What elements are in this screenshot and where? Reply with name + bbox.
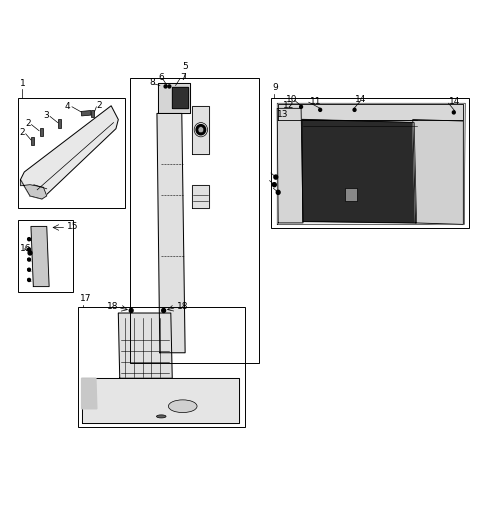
Circle shape — [28, 279, 31, 282]
Text: 5: 5 — [182, 62, 188, 71]
Circle shape — [319, 109, 322, 112]
Circle shape — [196, 124, 205, 135]
Circle shape — [164, 85, 167, 88]
Circle shape — [452, 111, 455, 114]
Text: 6: 6 — [159, 73, 165, 82]
Text: 2: 2 — [20, 129, 25, 137]
Bar — [81, 111, 91, 116]
Text: 12: 12 — [283, 101, 294, 110]
Polygon shape — [158, 83, 190, 114]
Text: 7: 7 — [180, 73, 186, 82]
Polygon shape — [192, 185, 209, 208]
Text: 4: 4 — [65, 102, 71, 111]
Polygon shape — [82, 378, 97, 409]
Circle shape — [28, 238, 31, 241]
Polygon shape — [21, 180, 47, 199]
Text: 17: 17 — [80, 294, 92, 303]
Circle shape — [273, 183, 276, 187]
Circle shape — [162, 308, 166, 312]
Text: 3: 3 — [43, 111, 49, 120]
Text: 14: 14 — [449, 97, 460, 106]
Polygon shape — [302, 119, 417, 223]
Polygon shape — [157, 114, 185, 353]
Bar — [58, 118, 61, 127]
Text: 15: 15 — [67, 222, 79, 231]
Bar — [31, 137, 34, 145]
Circle shape — [274, 175, 278, 179]
Polygon shape — [21, 106, 118, 199]
Text: 16: 16 — [20, 244, 31, 253]
Circle shape — [28, 251, 32, 255]
Bar — [271, 98, 469, 228]
Polygon shape — [277, 103, 465, 224]
Polygon shape — [277, 109, 303, 223]
Text: 10: 10 — [286, 95, 297, 104]
Bar — [39, 128, 43, 136]
Circle shape — [129, 308, 133, 312]
Text: 2: 2 — [97, 101, 102, 110]
Polygon shape — [192, 106, 209, 154]
Polygon shape — [31, 226, 49, 287]
Circle shape — [198, 126, 204, 133]
Bar — [18, 220, 73, 292]
Text: 14: 14 — [355, 95, 366, 104]
Text: 18: 18 — [177, 303, 189, 311]
Bar — [91, 110, 95, 117]
Text: 1: 1 — [20, 79, 25, 88]
Bar — [130, 78, 259, 363]
Text: 9: 9 — [273, 83, 278, 92]
Text: 8: 8 — [149, 78, 155, 88]
Polygon shape — [413, 119, 463, 224]
Circle shape — [28, 258, 31, 261]
Circle shape — [28, 248, 31, 251]
Ellipse shape — [168, 400, 197, 413]
Ellipse shape — [156, 415, 166, 418]
Polygon shape — [278, 104, 463, 119]
Circle shape — [276, 190, 280, 195]
Bar — [345, 188, 357, 201]
Circle shape — [168, 85, 171, 88]
Text: 11: 11 — [310, 97, 321, 105]
Circle shape — [353, 109, 356, 112]
Text: 2: 2 — [25, 119, 31, 128]
Circle shape — [300, 105, 302, 109]
Circle shape — [28, 268, 31, 271]
Text: 18: 18 — [107, 303, 118, 311]
Bar — [18, 98, 125, 208]
Polygon shape — [82, 378, 239, 423]
Polygon shape — [118, 313, 172, 378]
Text: 13: 13 — [277, 110, 289, 119]
Polygon shape — [172, 87, 188, 109]
Bar — [78, 307, 245, 426]
